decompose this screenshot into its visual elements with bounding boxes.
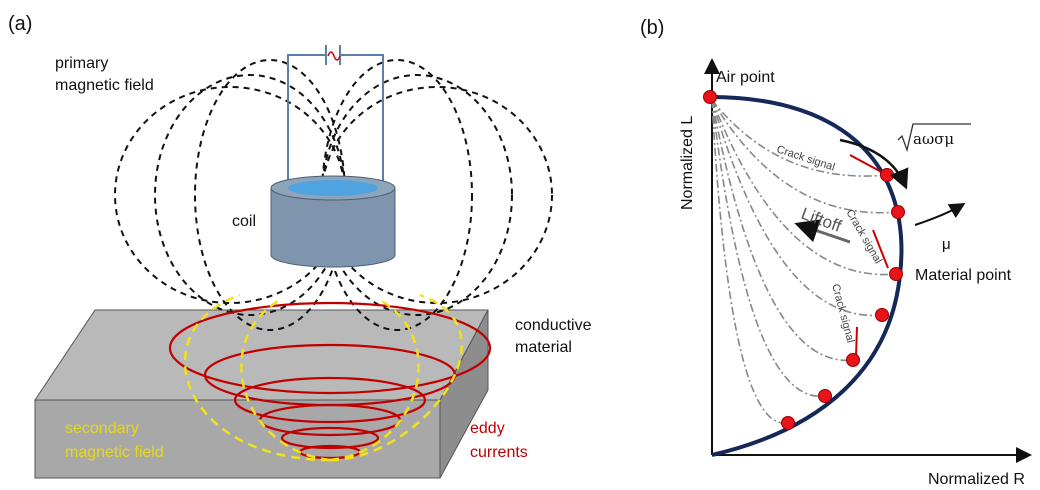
- point: [782, 417, 795, 430]
- label: Material point: [915, 267, 1012, 284]
- mu-arrow: [915, 205, 962, 225]
- label: magnetic field: [55, 77, 154, 94]
- label: material: [515, 339, 572, 356]
- label: conductive: [515, 317, 592, 334]
- figure: (a) primary magnetic field coil conducti…: [0, 0, 1040, 490]
- label: magnetic field: [65, 444, 164, 461]
- panel-a: (a) primary magnetic field coil conducti…: [8, 13, 592, 478]
- ac-symbol: [328, 52, 340, 60]
- label: currents: [470, 444, 528, 461]
- point: [890, 268, 903, 281]
- point: [892, 206, 905, 219]
- coil-core: [288, 180, 378, 196]
- panel-b: (b) aωσμ μ Air point Material point Norm…: [640, 17, 1028, 488]
- label: Crack signal: [843, 208, 884, 266]
- label: μ: [942, 236, 951, 253]
- formula: aωσμ: [913, 130, 954, 148]
- point: [819, 390, 832, 403]
- label: primary: [55, 55, 108, 72]
- label: Crack signal: [829, 283, 856, 345]
- label: Air point: [716, 69, 775, 86]
- point: [876, 309, 889, 322]
- label: eddy: [470, 420, 505, 437]
- point: [704, 91, 717, 104]
- label: secondary: [65, 420, 139, 437]
- label: coil: [232, 213, 256, 230]
- point: [881, 169, 894, 182]
- y-axis-label: Normalized L: [679, 116, 696, 210]
- panel-label: (b): [640, 17, 664, 39]
- panel-label: (a): [8, 13, 32, 35]
- liftoff-curve: [712, 100, 882, 315]
- label: Crack signal: [775, 143, 836, 173]
- frequency-arrow: [840, 140, 905, 185]
- point: [847, 354, 860, 367]
- coil-wire: [288, 55, 383, 190]
- x-axis-label: Normalized R: [928, 471, 1025, 488]
